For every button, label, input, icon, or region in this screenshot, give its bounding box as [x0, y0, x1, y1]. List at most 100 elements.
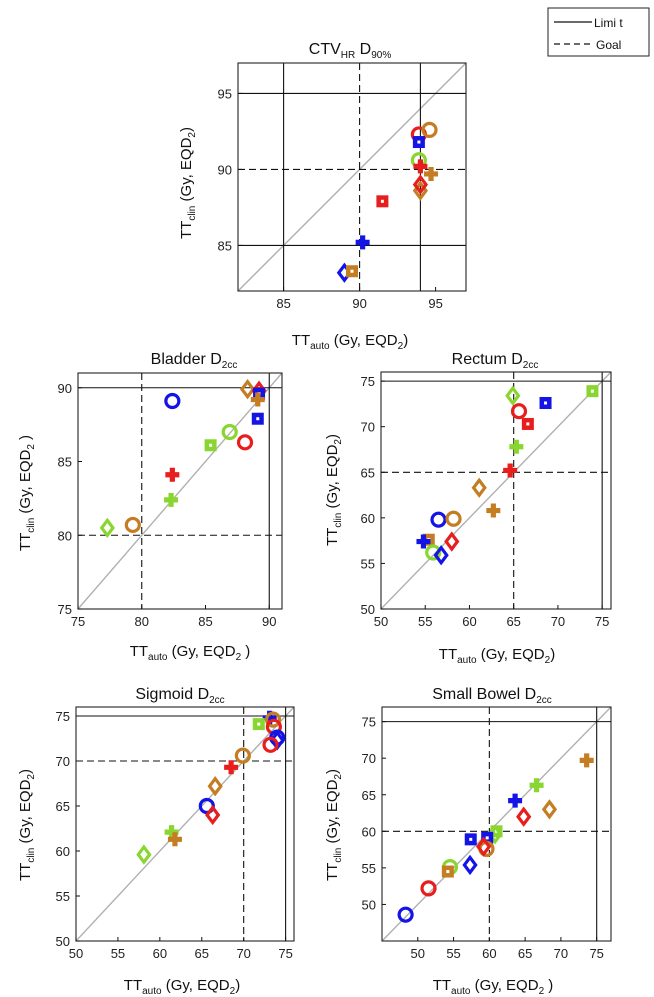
rectum-xlabel-part: (Gy, EQD — [477, 646, 545, 663]
smallbowel-ylabel-part: TT — [324, 863, 341, 881]
bladder-xtick-label-2: 85 — [198, 614, 212, 629]
smallbowel-point-8-dot — [469, 837, 473, 841]
smallbowel-xtick-label-0: 50 — [411, 946, 425, 961]
bladder-title-part: Bladder D — [151, 351, 222, 368]
smallbowel-ytick-label-5: 75 — [362, 715, 376, 730]
rectum-point-7 — [471, 477, 487, 498]
rectum-point-15 — [433, 545, 449, 566]
ctv-ylabel-part: 2 — [187, 132, 198, 138]
sigmoid-xlabel-part: (Gy, EQD — [162, 977, 230, 994]
bladder-axes-frame — [77, 372, 283, 610]
sigmoid-point-9 — [207, 776, 223, 797]
sigmoid-ytick-label-1: 55 — [56, 889, 70, 904]
rectum-point-3 — [510, 403, 528, 420]
sigmoid-xtick-label-0: 50 — [69, 946, 83, 961]
ctv-point-4 — [413, 159, 428, 174]
rectum-point-8 — [486, 503, 501, 518]
ctv-point-2-dot — [417, 140, 421, 144]
ctv-point-1 — [421, 121, 438, 138]
sigmoid-axes-frame — [75, 706, 295, 942]
ctv-xlabel-part: (Gy, EQD — [330, 332, 398, 349]
rectum-xtick-label-5: 75 — [595, 614, 609, 629]
sigmoid-xtick-label-3: 65 — [195, 946, 209, 961]
smallbowel-point-7-dot — [485, 836, 489, 840]
smallbowel-axes-frame — [381, 706, 612, 942]
sigmoid-identity-line — [76, 707, 294, 941]
rectum-plot-area — [381, 372, 611, 609]
sigmoid-xtick-label-2: 60 — [153, 946, 167, 961]
smallbowel-xlabel-part: 2 — [539, 986, 545, 997]
smallbowel-title-part: Small Bowel D — [432, 686, 536, 703]
bladder-point-5-dot — [256, 417, 260, 421]
smallbowel-xlabel-part: TT — [433, 977, 451, 994]
smallbowel-ylabel-part: (Gy, EQD — [324, 779, 341, 847]
ctv-title-part: HR — [341, 50, 355, 61]
bladder-ylabel-part: TT — [17, 533, 34, 551]
bladder-xlabel-part: (Gy, EQD — [168, 643, 236, 660]
ctv-point-9 — [355, 235, 370, 250]
smallbowel-point-3 — [516, 806, 532, 827]
ctv-ytick-label-1: 90 — [218, 162, 232, 177]
ctv-xlabel-part: 2 — [398, 341, 404, 352]
sigmoid-point-6 — [262, 736, 279, 753]
sigmoid-point-8 — [224, 760, 239, 775]
smallbowel-identity-line — [382, 707, 611, 941]
smallbowel-xlabel-part: (Gy, EQD — [471, 977, 539, 994]
ctv-point-7 — [424, 166, 439, 181]
bladder-ytick-label-2: 85 — [58, 455, 72, 470]
rectum-point-13 — [444, 531, 460, 552]
bladder-title-part: 2cc — [222, 360, 238, 371]
ctv-title-part: D — [355, 41, 371, 58]
sigmoid-title-part: Sigmoid D — [135, 686, 209, 703]
bladder-point-11 — [124, 516, 141, 534]
bladder-xtick-label-1: 80 — [135, 614, 149, 629]
bladder-identity-line — [78, 373, 282, 609]
bladder-ylabel: TTclin (Gy, EQD2 ) — [17, 435, 37, 551]
sigmoid-plot-area — [76, 707, 294, 941]
bladder-title: Bladder D2cc — [151, 351, 238, 371]
bladder-point-12 — [99, 517, 115, 539]
smallbowel-ytick-label-2: 60 — [362, 824, 376, 839]
sigmoid-ylabel-part: 2 — [26, 774, 37, 780]
ctv-plot-area — [238, 63, 466, 291]
smallbowel-xlabel-part: ) — [544, 977, 553, 994]
bladder-ytick-label-0: 75 — [58, 602, 72, 617]
rectum-point-1 — [505, 385, 521, 406]
sigmoid-ytick-label-3: 65 — [56, 799, 70, 814]
smallbowel-point-15 — [397, 906, 414, 923]
legend-box — [547, 7, 650, 57]
bladder-ylabel-part: 2 — [26, 444, 37, 450]
rectum-point-12 — [416, 534, 431, 549]
ctv-xtick-label-0: 85 — [276, 296, 290, 311]
rectum-identity-line — [381, 372, 611, 609]
ctv-identity-line — [238, 63, 466, 291]
bladder-ylabel-part: ) — [17, 435, 34, 444]
bladder-plot-area — [78, 373, 282, 609]
smallbowel-xtick-label-3: 65 — [518, 946, 532, 961]
bladder-ytick-label-1: 80 — [58, 528, 72, 543]
rectum-title-part: Rectum D — [452, 351, 523, 368]
rectum-xtick-label-2: 60 — [462, 614, 476, 629]
rectum-ylabel-part: 2 — [333, 439, 344, 445]
bladder-ytick-label-3: 90 — [58, 381, 72, 396]
sigmoid-xtick-label-5: 75 — [278, 946, 292, 961]
sigmoid-ylabel: TTclin (Gy, EQD2) — [17, 769, 37, 881]
smallbowel-ylabel-part: 2 — [333, 774, 344, 780]
smallbowel-point-13-dot — [446, 870, 450, 874]
smallbowel-point-1 — [529, 778, 544, 793]
rectum-title: Rectum D2cc — [452, 351, 539, 371]
ctv-ylabel-part: TT — [178, 221, 195, 239]
smallbowel-xtick-label-5: 75 — [589, 946, 603, 961]
rectum-point-2-dot — [544, 401, 548, 405]
ctv-title: CTVHR D90% — [309, 41, 392, 61]
sigmoid-ytick-label-2: 60 — [56, 844, 70, 859]
ctv-xlabel: TTauto (Gy, EQD2) — [292, 332, 408, 352]
sigmoid-ylabel-part: TT — [17, 863, 34, 881]
sigmoid-xlabel: TTauto (Gy, EQD2) — [124, 977, 240, 997]
sigmoid-ytick-label-0: 50 — [56, 934, 70, 949]
ctv-xlabel-part: TT — [292, 332, 310, 349]
sigmoid-xlabel-part: auto — [142, 986, 162, 997]
rectum-title-part: 2cc — [523, 360, 539, 371]
ctv-title-part: 90% — [371, 50, 391, 61]
